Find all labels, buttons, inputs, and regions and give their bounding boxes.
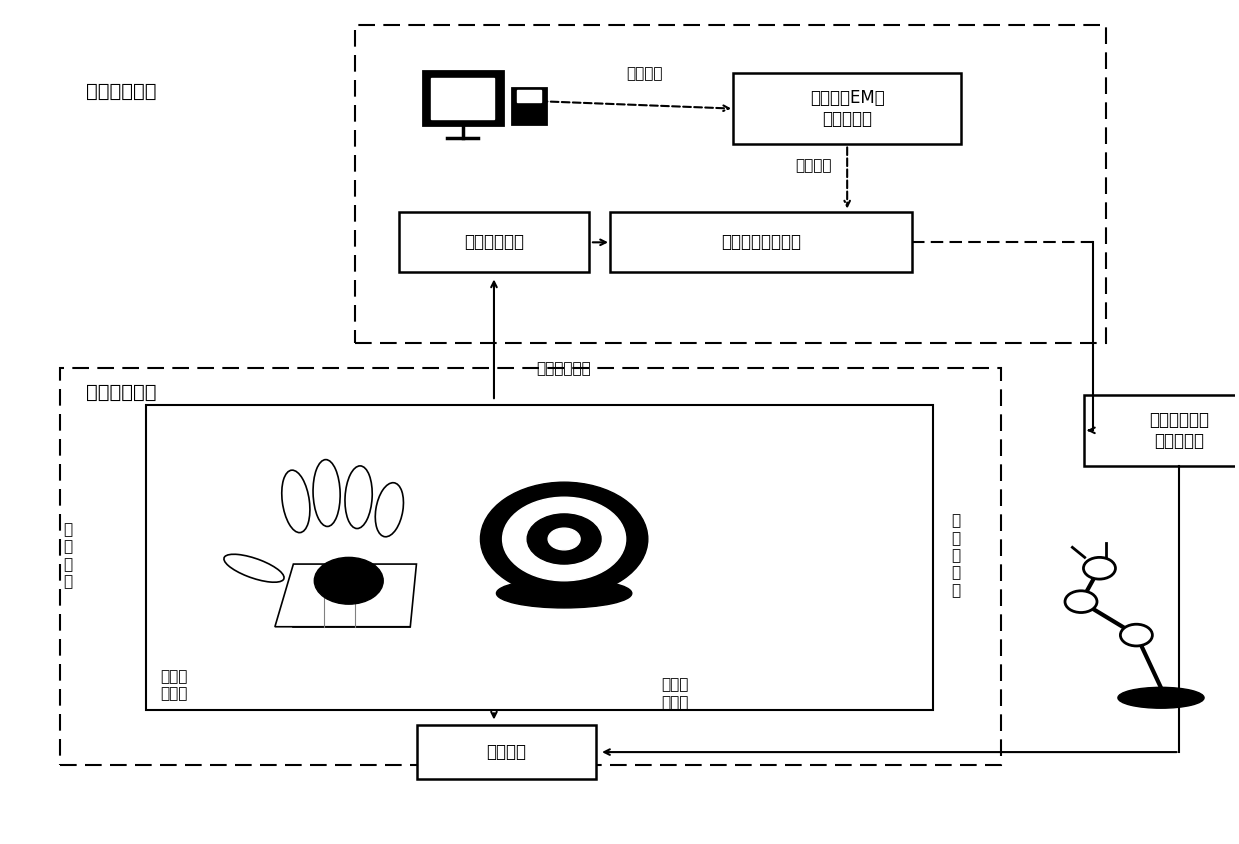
Circle shape <box>548 528 580 549</box>
Circle shape <box>1083 557 1115 579</box>
Bar <box>611 212 912 273</box>
Ellipse shape <box>530 560 598 585</box>
Ellipse shape <box>375 483 404 537</box>
Text: 佩戴式
传感器: 佩戴式 传感器 <box>160 669 187 701</box>
Text: 数据接收部分: 数据接收部分 <box>463 233 524 252</box>
Ellipse shape <box>281 470 310 533</box>
Ellipse shape <box>344 466 372 528</box>
Text: 高斯模型EM算
法训练模块: 高斯模型EM算 法训练模块 <box>810 89 885 128</box>
Bar <box>518 90 540 102</box>
Ellipse shape <box>224 555 284 582</box>
Bar <box>59 368 1001 765</box>
Text: 适应性关节坐
标提取模块: 适应性关节坐 标提取模块 <box>1150 411 1209 450</box>
Bar <box>513 88 545 124</box>
Text: 无
线
传
输: 无 线 传 输 <box>63 522 73 589</box>
Text: 有
线
局
域
网: 有 线 局 域 网 <box>950 513 960 598</box>
Ellipse shape <box>497 579 632 608</box>
Circle shape <box>503 497 626 581</box>
Text: 数据处理部分: 数据处理部分 <box>85 83 156 101</box>
Ellipse shape <box>313 460 341 527</box>
Circle shape <box>1066 591 1097 613</box>
Text: 高斯模型处理模块: 高斯模型处理模块 <box>721 233 802 252</box>
Text: 数据获取部分: 数据获取部分 <box>85 383 156 403</box>
Ellipse shape <box>1118 687 1204 708</box>
Circle shape <box>315 557 383 604</box>
Bar <box>399 212 590 273</box>
Text: 映射关系: 映射关系 <box>795 158 833 173</box>
Circle shape <box>1120 625 1152 646</box>
Polygon shape <box>275 564 416 627</box>
Bar <box>1084 395 1239 466</box>
Bar <box>733 73 961 144</box>
Bar <box>422 71 503 126</box>
Text: 相机定
距模块: 相机定 距模块 <box>662 678 689 710</box>
Circle shape <box>481 482 648 596</box>
Bar <box>431 78 494 119</box>
Circle shape <box>528 514 601 564</box>
Bar <box>418 725 596 779</box>
Bar <box>354 25 1105 343</box>
Text: 目标位姿: 目标位姿 <box>486 743 527 761</box>
Bar <box>146 405 933 711</box>
Text: 提取观测变量: 提取观测变量 <box>536 361 591 376</box>
Text: 示教数据: 示教数据 <box>626 66 663 81</box>
